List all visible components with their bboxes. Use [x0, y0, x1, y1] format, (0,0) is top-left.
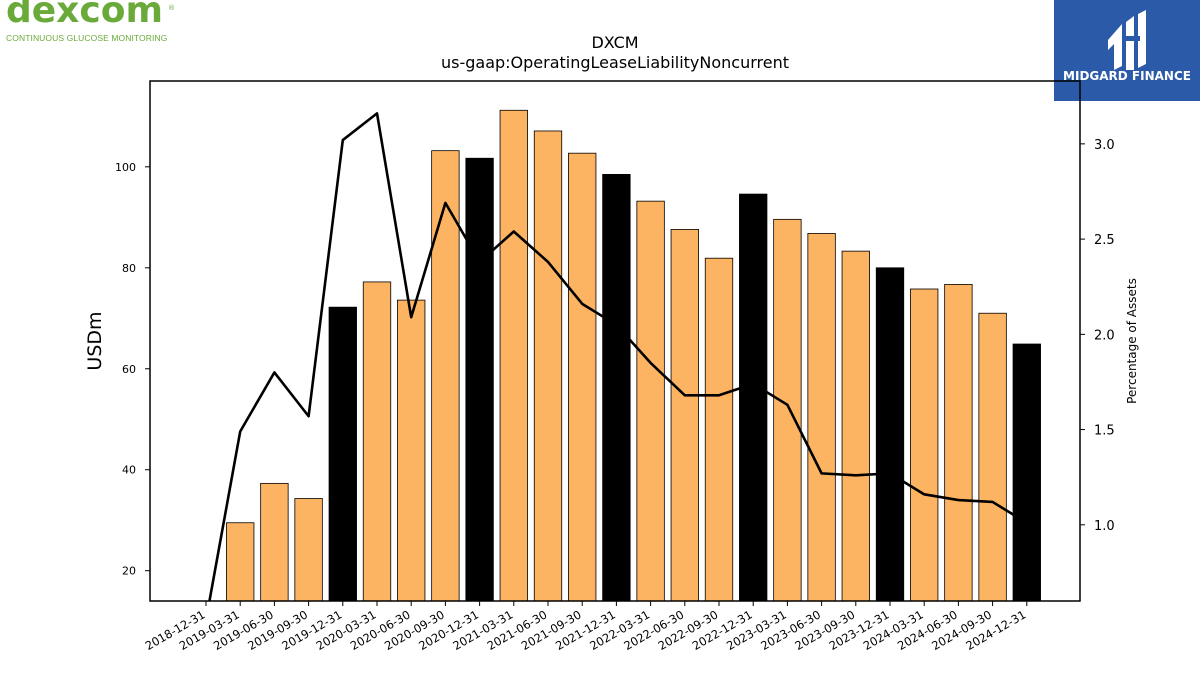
y2-tick-label-1.5: 1.5	[1094, 424, 1115, 439]
bar-2019-12-31	[328, 306, 357, 602]
bar-2021-12-31	[602, 173, 631, 602]
bar-2019-03-31	[226, 522, 255, 602]
plot-area	[208, 109, 1041, 602]
bar-2021-03-31	[499, 109, 528, 602]
bar-2024-03-31	[910, 288, 939, 602]
bar-2023-06-30	[807, 233, 836, 602]
bar-2024-12-31	[1012, 343, 1041, 602]
y2-tick-label-1.0: 1.0	[1094, 519, 1115, 534]
midgard-finance-logo: MIDGARD FINANCE	[1054, 0, 1200, 101]
bar-2022-12-31	[739, 193, 768, 602]
dexcom-wordmark: dexcom	[6, 0, 163, 31]
bar-2024-06-30	[944, 284, 973, 602]
bar-2021-06-30	[533, 130, 563, 602]
y2-tick-label-3.0: 3.0	[1094, 138, 1115, 153]
bar-2020-09-30	[431, 150, 460, 602]
y-tick-label-60: 60	[122, 363, 136, 376]
y-tick-label-80: 80	[122, 262, 136, 275]
bar-2019-06-30	[260, 482, 289, 602]
chart-subtitle: us-gaap:OperatingLeaseLiabilityNoncurren…	[441, 53, 789, 72]
bar-2022-06-30	[670, 229, 699, 602]
registered-mark: ®	[168, 4, 175, 12]
bar-2021-09-30	[568, 152, 597, 602]
bar-2020-06-30	[397, 299, 426, 602]
plot-frame	[149, 80, 1081, 602]
percentage-line	[208, 112, 1028, 601]
bar-2023-12-31	[875, 267, 905, 602]
dexcom-tagline: CONTINUOUS GLUCOSE MONITORING	[6, 33, 168, 43]
bar-2020-03-31	[362, 281, 392, 602]
bar-2022-09-30	[704, 257, 734, 602]
y-axis-label: USDm	[84, 311, 106, 370]
bar-2024-09-30	[978, 312, 1007, 602]
bar-2022-03-31	[636, 200, 665, 602]
midgard-emblem-icon	[1108, 10, 1146, 70]
bar-2020-12-31	[465, 157, 494, 602]
y2-tick-label-2.0: 2.0	[1094, 328, 1115, 343]
y-tick-label-100: 100	[115, 161, 136, 174]
y2-tick-label-2.5: 2.5	[1094, 233, 1115, 248]
midgard-finance-name: MIDGARD FINANCE	[1063, 69, 1191, 83]
bar-2019-09-30	[294, 498, 323, 602]
bar-2023-03-31	[773, 218, 802, 602]
y-tick-label-40: 40	[122, 464, 136, 477]
chart-title: DXCM	[591, 33, 638, 52]
bar-2023-09-30	[841, 250, 870, 602]
y-tick-label-20: 20	[122, 565, 136, 578]
dexcom-logo: dexcom ® CONTINUOUS GLUCOSE MONITORING	[6, 0, 206, 48]
y2-axis-label: Percentage of Assets	[1125, 278, 1139, 404]
